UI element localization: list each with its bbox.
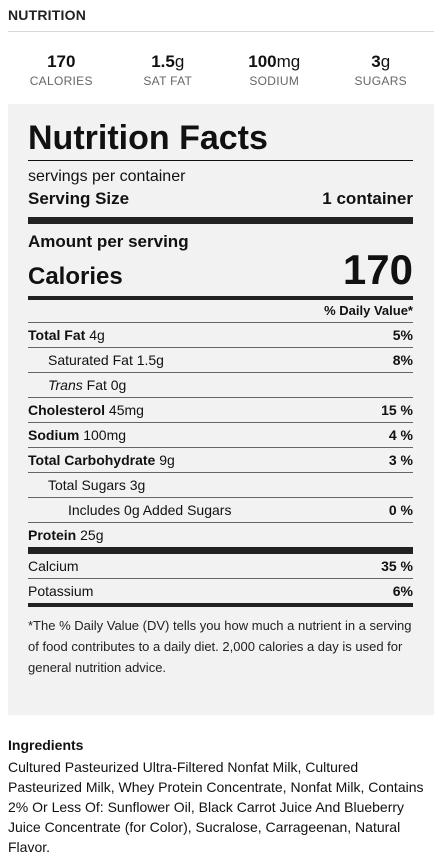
calories-value: 170 bbox=[342, 246, 413, 293]
nutrient-amount: 45mg bbox=[108, 402, 144, 418]
serving-size-label: Serving Size bbox=[28, 189, 130, 208]
summary-sodium-label: SODIUM bbox=[249, 74, 300, 88]
nutrient-row-sodium: Sodium 100mg 4 % bbox=[28, 422, 413, 447]
nutrient-row-total-sugars: Total Sugars 3g bbox=[28, 472, 413, 497]
nutrient-name: Total Sugars bbox=[48, 477, 126, 493]
ingredients-title: Ingredients bbox=[8, 737, 84, 753]
mineral-dv: 6% bbox=[392, 583, 413, 599]
amount-per-serving: Amount per serving bbox=[28, 232, 189, 251]
nutrient-dv: 15 % bbox=[381, 402, 413, 418]
calories-divider bbox=[28, 296, 413, 300]
nutrient-row-added-sugars: Includes 0g Added Sugars 0 % bbox=[28, 497, 413, 522]
summary-sat-fat-unit: g bbox=[174, 52, 185, 71]
daily-value-footnote: *The % Daily Value (DV) tells you how mu… bbox=[28, 618, 412, 675]
nutrient-name: Total Carbohydrate bbox=[28, 452, 156, 468]
summary-calories-label: CALORIES bbox=[29, 74, 93, 88]
nutrient-row-protein: Protein 25g bbox=[28, 522, 413, 547]
summary-sugars-label: SUGARS bbox=[354, 74, 407, 88]
nutrient-row-saturated-fat: Saturated Fat 1.5g 8% bbox=[28, 347, 413, 372]
nutrient-name: Sodium bbox=[28, 427, 80, 443]
nutrition-facts-panel: Nutrition Facts servings per container S… bbox=[8, 104, 434, 715]
nutrient-amount: 9g bbox=[159, 452, 175, 468]
servings-per-container: servings per container bbox=[28, 168, 186, 185]
mineral-row-potassium: Potassium 6% bbox=[28, 578, 413, 603]
nutrition-facts-label: Nutrition Facts servings per container S… bbox=[28, 112, 413, 678]
serving-divider bbox=[28, 217, 413, 224]
nutrient-amount: 0g bbox=[110, 377, 127, 393]
nutrient-dv: 8% bbox=[392, 352, 413, 368]
summary-sodium: 100mg SODIUM bbox=[224, 52, 324, 88]
nutrient-dv: 3 % bbox=[388, 452, 413, 468]
ingredients-text: Cultured Pasteurized Ultra-Filtered Nonf… bbox=[8, 759, 424, 855]
summary-sat-fat-value: 1.5 bbox=[151, 52, 175, 71]
mineral-dv: 35 % bbox=[381, 558, 413, 574]
nutrient-amount: 100mg bbox=[83, 427, 127, 443]
nutrient-name: Includes 0g Added Sugars bbox=[68, 502, 232, 518]
summary-sugars-value: 3 bbox=[371, 52, 381, 71]
nutrient-dv: 0 % bbox=[388, 502, 413, 518]
section-divider bbox=[8, 31, 434, 32]
nutrient-name: Cholesterol bbox=[28, 402, 106, 418]
summary-sugars-unit: g bbox=[380, 52, 391, 71]
nutrient-name-italic: Trans bbox=[48, 377, 83, 393]
nutrient-amount: 1.5g bbox=[136, 352, 164, 368]
mineral-row-calcium: Calcium 35 % bbox=[28, 554, 413, 578]
summary-sugars: 3g SUGARS bbox=[331, 52, 431, 88]
nutrient-dv: 5% bbox=[392, 327, 413, 343]
nutrient-row-cholesterol: Cholesterol 45mg 15 % bbox=[28, 397, 413, 422]
facts-title: Nutrition Facts bbox=[28, 119, 268, 157]
summary-calories-value: 170 bbox=[47, 52, 76, 71]
protein-divider bbox=[28, 547, 413, 554]
summary-sat-fat-label: SAT FAT bbox=[143, 74, 193, 88]
mineral-name: Potassium bbox=[28, 583, 94, 599]
nutrient-dv: 4 % bbox=[388, 427, 413, 443]
nutrient-row-trans-fat: Trans Fat 0g bbox=[28, 372, 413, 397]
nutrient-name: Total Fat bbox=[28, 327, 86, 343]
nutrient-name-suffix: Fat bbox=[86, 377, 107, 393]
nutrition-summary: 170 CALORIES 1.5g SAT FAT 100mg SODIUM 3… bbox=[8, 52, 434, 88]
section-title: NUTRITION bbox=[8, 7, 87, 23]
calories-row: Calories 170 bbox=[28, 248, 413, 292]
nutrient-amount: 25g bbox=[80, 527, 104, 543]
daily-value-header: % Daily Value* bbox=[324, 303, 413, 318]
summary-sat-fat: 1.5g SAT FAT bbox=[118, 52, 218, 88]
summary-sodium-unit: mg bbox=[276, 52, 301, 71]
serving-size-row: Serving Size 1 container bbox=[28, 187, 413, 211]
summary-calories: 170 CALORIES bbox=[11, 52, 111, 88]
title-divider bbox=[28, 160, 413, 161]
footnote-divider bbox=[28, 603, 413, 607]
nutrient-row-total-fat: Total Fat 4g 5% bbox=[28, 322, 413, 347]
calories-label: Calories bbox=[28, 263, 123, 290]
nutrient-row-total-carbohydrate: Total Carbohydrate 9g 3 % bbox=[28, 447, 413, 472]
nutrient-amount: 3g bbox=[129, 477, 146, 493]
nutrient-name: Saturated Fat bbox=[48, 352, 133, 368]
mineral-name: Calcium bbox=[28, 558, 79, 574]
serving-size-value: 1 container bbox=[322, 189, 413, 208]
nutrient-amount: 4g bbox=[89, 327, 105, 343]
summary-sodium-value: 100 bbox=[248, 52, 277, 71]
nutrient-name: Protein bbox=[28, 527, 77, 543]
